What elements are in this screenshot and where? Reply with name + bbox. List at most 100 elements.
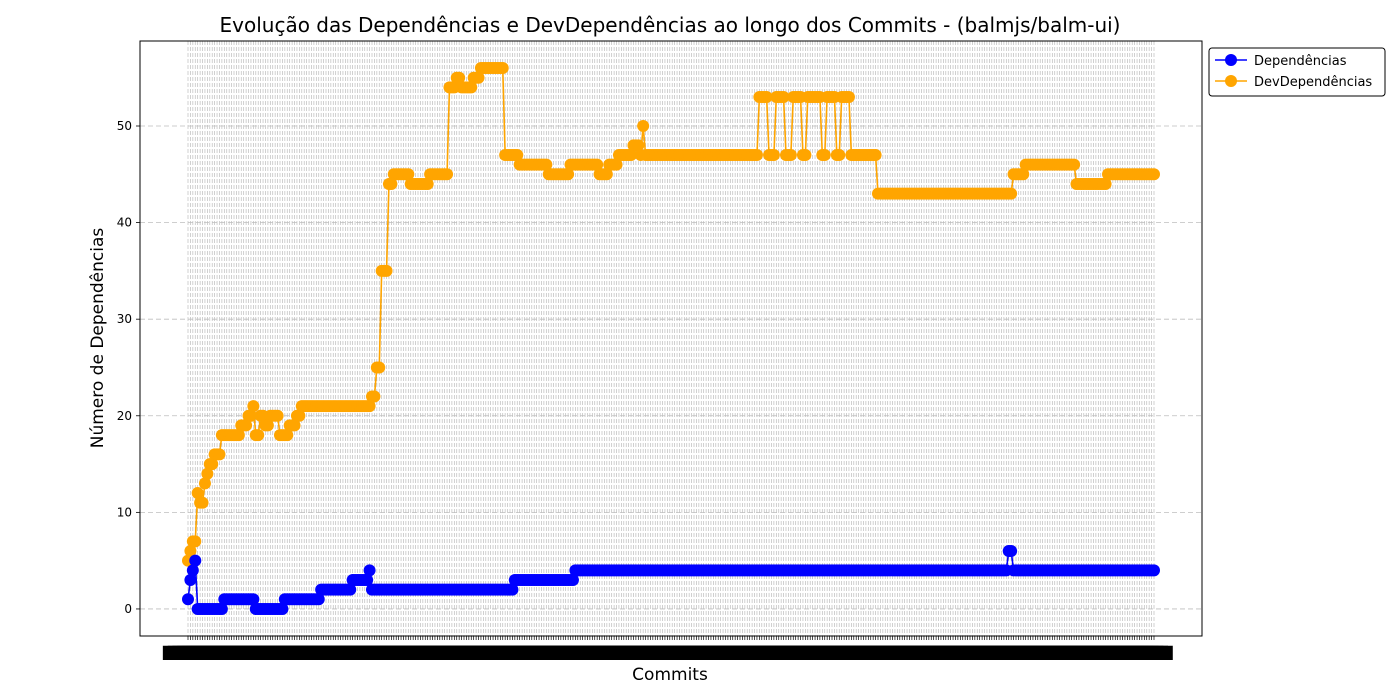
x-tick-label: █████ <box>317 645 365 660</box>
y-tick-label: 20 <box>117 409 132 423</box>
x-tick-marks <box>187 636 1155 640</box>
x-tick-label: █████ <box>772 645 820 660</box>
data-point-devdependencias <box>842 91 855 104</box>
data-point-devdependencias <box>198 477 211 490</box>
data-point-devdependencias <box>1148 168 1160 181</box>
data-point-dependencias <box>189 554 202 567</box>
x-tick-label: █████ <box>254 645 302 660</box>
x-tick-label: █████ <box>298 645 346 660</box>
x-tick-label: █████ <box>1019 645 1067 660</box>
data-point-devdependencias <box>1068 158 1081 171</box>
x-tick-label: █████ <box>472 645 520 660</box>
legend-box <box>1208 47 1386 97</box>
x-tick-label: █████ <box>1121 645 1169 660</box>
data-point-devdependencias <box>373 361 386 374</box>
series-devdependencias <box>182 62 1160 567</box>
data-point-devdependencias <box>244 409 257 422</box>
x-tick-label: █████ <box>244 645 292 660</box>
x-tick-label: █████ <box>767 645 815 660</box>
data-point-dependencias <box>1148 564 1160 577</box>
x-tick-label: █████ <box>603 645 651 660</box>
x-tick-label: █████ <box>293 645 341 660</box>
x-tick-label: █████ <box>937 645 985 660</box>
x-tick-label: █████ <box>627 645 675 660</box>
data-point-devdependencias <box>271 409 284 422</box>
series-layer <box>182 62 1160 615</box>
x-tick-label: █████ <box>990 645 1038 660</box>
x-tick-label: █████ <box>167 645 215 660</box>
data-point-dependencias <box>566 573 579 586</box>
data-point-dependencias <box>182 593 194 606</box>
x-tick-label: █████ <box>685 645 733 660</box>
x-tick-label: █████ <box>898 645 946 660</box>
data-point-devdependencias <box>632 139 645 152</box>
x-axis-label: Commits <box>632 665 708 685</box>
x-tick-label: █████ <box>540 645 588 660</box>
x-tick-label: █████ <box>946 645 994 660</box>
series-dependencias <box>182 545 1160 615</box>
x-tick-label: █████ <box>791 645 839 660</box>
data-point-dependencias <box>312 593 325 606</box>
data-point-devdependencias <box>784 148 797 161</box>
data-point-devdependencias <box>240 419 253 432</box>
x-tick-label: █████ <box>975 645 1023 660</box>
data-point-dependencias <box>186 564 199 577</box>
x-tick-label: █████ <box>1048 645 1096 660</box>
x-tick-label: █████ <box>695 645 743 660</box>
x-tick-label: █████ <box>264 645 312 660</box>
x-tick-label: █████ <box>370 645 418 660</box>
data-point-devdependencias <box>213 448 226 461</box>
data-point-devdependencias <box>496 62 509 75</box>
x-tick-label: █████ <box>1053 645 1101 660</box>
x-tick-label: █████ <box>496 645 544 660</box>
data-point-devdependencias <box>281 429 294 442</box>
x-tick-label: █████ <box>564 645 612 660</box>
x-tick-label: █████ <box>893 645 941 660</box>
x-tick-label: █████ <box>544 645 592 660</box>
x-tick-label: █████ <box>559 645 607 660</box>
x-tick-label: █████ <box>728 645 776 660</box>
legend-label-dependencias: Dependências <box>1254 54 1347 69</box>
x-tick-label: █████ <box>380 645 428 660</box>
x-tick-label: █████ <box>753 645 801 660</box>
x-tick-label: █████ <box>515 645 563 660</box>
x-tick-label: █████ <box>1106 645 1154 660</box>
x-tick-label: █████ <box>951 645 999 660</box>
data-point-devdependencias <box>540 158 553 171</box>
x-tick-label: █████ <box>651 645 699 660</box>
x-tick-label: █████ <box>196 645 244 660</box>
y-axis-label: Número de Dependências <box>88 228 108 449</box>
x-tick-label: █████ <box>239 645 287 660</box>
x-tick-label: █████ <box>806 645 854 660</box>
x-tick-label: █████ <box>709 645 757 660</box>
data-point-devdependencias <box>760 91 773 104</box>
y-tick-label: 50 <box>117 119 132 133</box>
data-point-dependencias <box>184 573 197 586</box>
x-tick-label: █████ <box>360 645 408 660</box>
x-tick-label: █████ <box>908 645 956 660</box>
x-tick-label: █████ <box>249 645 297 660</box>
plot-frame <box>139 40 1203 637</box>
x-tick-label: █████ <box>1087 645 1135 660</box>
x-tick-label: █████ <box>225 645 273 660</box>
x-tick-label: █████ <box>404 645 452 660</box>
x-tick-label: █████ <box>912 645 960 660</box>
x-tick-label: █████ <box>486 645 534 660</box>
x-tick-label: █████ <box>1126 645 1174 660</box>
x-tick-label: █████ <box>409 645 457 660</box>
x-tick-label: █████ <box>530 645 578 660</box>
legend: Dependências DevDependências <box>1208 47 1386 97</box>
x-tick-label: █████ <box>690 645 738 660</box>
x-tick-label: █████ <box>535 645 583 660</box>
data-point-devdependencias <box>1017 168 1030 181</box>
x-tick-label: █████ <box>869 645 917 660</box>
x-tick-label: █████ <box>617 645 665 660</box>
data-point-devdependencias <box>189 535 202 548</box>
x-tick-label: █████ <box>670 645 718 660</box>
x-tick-label: █████ <box>724 645 772 660</box>
x-tick-label: █████ <box>462 645 510 660</box>
data-point-devdependencias <box>293 409 306 422</box>
x-tick-label: █████ <box>1116 645 1164 660</box>
x-tick-label: █████ <box>607 645 655 660</box>
